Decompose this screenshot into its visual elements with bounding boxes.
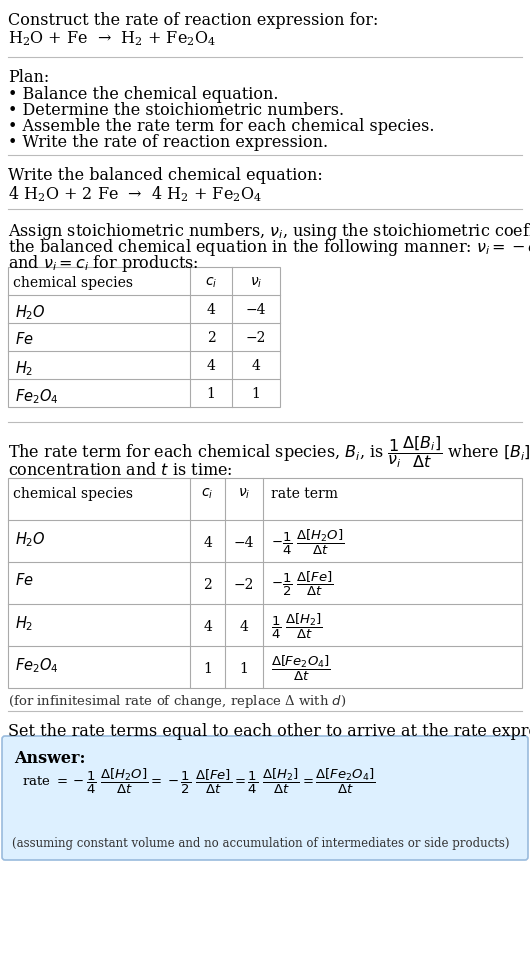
Text: $H_2$: $H_2$: [15, 359, 33, 378]
Text: $-\dfrac{1}{4}\ \dfrac{\Delta[H_2O]}{\Delta t}$: $-\dfrac{1}{4}\ \dfrac{\Delta[H_2O]}{\De…: [271, 528, 344, 557]
Text: • Balance the chemical equation.: • Balance the chemical equation.: [8, 86, 278, 103]
Text: concentration and $t$ is time:: concentration and $t$ is time:: [8, 462, 233, 479]
Text: Write the balanced chemical equation:: Write the balanced chemical equation:: [8, 167, 323, 184]
Text: chemical species: chemical species: [13, 487, 133, 501]
Text: −4: −4: [234, 536, 254, 550]
Text: • Write the rate of reaction expression.: • Write the rate of reaction expression.: [8, 134, 328, 151]
Text: Assign stoichiometric numbers, $\nu_i$, using the stoichiometric coefficients, $: Assign stoichiometric numbers, $\nu_i$, …: [8, 221, 530, 242]
Text: $Fe$: $Fe$: [15, 331, 34, 347]
Text: $Fe_2O_4$: $Fe_2O_4$: [15, 387, 59, 406]
Text: Construct the rate of reaction expression for:: Construct the rate of reaction expressio…: [8, 12, 378, 29]
Text: Answer:: Answer:: [14, 750, 85, 767]
Bar: [8, 267, 280, 407]
Text: 4: 4: [203, 536, 212, 550]
Text: (for infinitesimal rate of change, replace Δ with $d$): (for infinitesimal rate of change, repla…: [8, 693, 347, 710]
Text: • Determine the stoichiometric numbers.: • Determine the stoichiometric numbers.: [8, 102, 344, 119]
Text: rate term: rate term: [271, 487, 338, 501]
Text: 1: 1: [240, 662, 249, 676]
Text: −4: −4: [246, 303, 266, 317]
Text: $\dfrac{1}{4}\ \dfrac{\Delta[H_2]}{\Delta t}$: $\dfrac{1}{4}\ \dfrac{\Delta[H_2]}{\Delt…: [271, 612, 323, 641]
Text: $Fe_2O_4$: $Fe_2O_4$: [15, 656, 59, 674]
Text: $H_2O$: $H_2O$: [15, 530, 46, 549]
Text: 1: 1: [203, 662, 212, 676]
Text: 2: 2: [207, 331, 215, 345]
Text: $c_i$: $c_i$: [205, 276, 217, 291]
Text: 4: 4: [207, 303, 215, 317]
Text: • Assemble the rate term for each chemical species.: • Assemble the rate term for each chemic…: [8, 118, 435, 135]
Text: $H_2O$: $H_2O$: [15, 303, 46, 322]
Text: rate $= -\dfrac{1}{4}\ \dfrac{\Delta[H_2O]}{\Delta t}= -\dfrac{1}{2}\ \dfrac{\De: rate $= -\dfrac{1}{4}\ \dfrac{\Delta[H_2…: [22, 767, 376, 796]
FancyBboxPatch shape: [2, 736, 528, 860]
Text: −2: −2: [234, 578, 254, 592]
Text: 1: 1: [252, 387, 260, 401]
Text: 2: 2: [203, 578, 212, 592]
Text: and $\nu_i = c_i$ for products:: and $\nu_i = c_i$ for products:: [8, 253, 198, 274]
Text: 4: 4: [207, 359, 215, 373]
Text: $\dfrac{\Delta[Fe_2O_4]}{\Delta t}$: $\dfrac{\Delta[Fe_2O_4]}{\Delta t}$: [271, 654, 331, 683]
Text: 4: 4: [252, 359, 260, 373]
Text: $\mathregular{H_2O}$ + Fe  →  $\mathregular{H_2}$ + $\mathregular{Fe_2O_4}$: $\mathregular{H_2O}$ + Fe → $\mathregula…: [8, 29, 216, 48]
Text: 4: 4: [240, 620, 249, 634]
Text: −2: −2: [246, 331, 266, 345]
Text: $\nu_i$: $\nu_i$: [238, 487, 250, 502]
Text: 1: 1: [207, 387, 215, 401]
Text: $Fe$: $Fe$: [15, 572, 34, 588]
Text: $\nu_i$: $\nu_i$: [250, 276, 262, 291]
Bar: [8, 478, 522, 688]
Text: the balanced chemical equation in the following manner: $\nu_i = -c_i$ for react: the balanced chemical equation in the fo…: [8, 237, 530, 258]
Text: Set the rate terms equal to each other to arrive at the rate expression:: Set the rate terms equal to each other t…: [8, 723, 530, 740]
Text: $c_i$: $c_i$: [201, 487, 214, 502]
Text: chemical species: chemical species: [13, 276, 133, 290]
Text: (assuming constant volume and no accumulation of intermediates or side products): (assuming constant volume and no accumul…: [12, 837, 509, 850]
Text: Plan:: Plan:: [8, 69, 49, 86]
Text: $\mathregular{4\ H_2O}$ + 2 Fe  →  $\mathregular{4\ H_2}$ + $\mathregular{Fe_2O_: $\mathregular{4\ H_2O}$ + 2 Fe → $\mathr…: [8, 184, 262, 204]
Text: $H_2$: $H_2$: [15, 614, 33, 632]
Text: $-\dfrac{1}{2}\ \dfrac{\Delta[Fe]}{\Delta t}$: $-\dfrac{1}{2}\ \dfrac{\Delta[Fe]}{\Delt…: [271, 570, 333, 598]
Text: The rate term for each chemical species, $B_i$, is $\dfrac{1}{\nu_i}\dfrac{\Delt: The rate term for each chemical species,…: [8, 434, 530, 470]
Text: 4: 4: [203, 620, 212, 634]
